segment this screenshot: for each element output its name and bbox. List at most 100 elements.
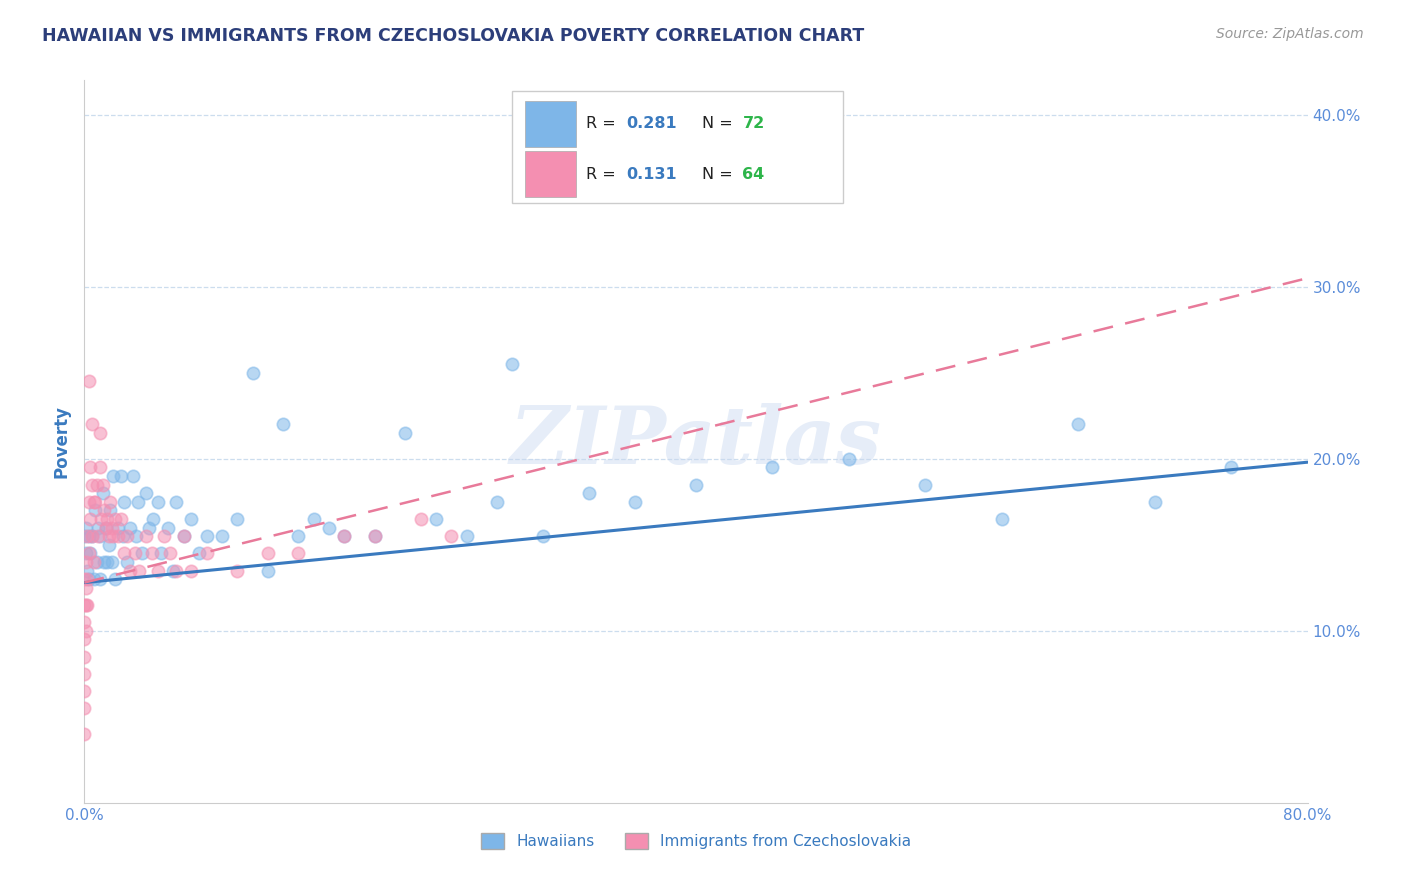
Point xyxy=(364,529,387,543)
Text: Source: ZipAtlas.com: Source: ZipAtlas.com xyxy=(1216,27,1364,41)
Point xyxy=(195,546,218,560)
Point xyxy=(173,529,195,543)
Point xyxy=(97,529,120,543)
Point xyxy=(195,529,218,543)
Point xyxy=(77,529,100,543)
Point xyxy=(624,494,647,508)
Point xyxy=(91,486,114,500)
Point xyxy=(73,684,96,698)
Point xyxy=(135,529,157,543)
Point xyxy=(153,529,176,543)
Point xyxy=(80,417,103,432)
Point xyxy=(77,375,100,389)
Point xyxy=(77,546,100,560)
Text: 0.131: 0.131 xyxy=(626,167,676,182)
Text: ZIPatlas: ZIPatlas xyxy=(510,403,882,480)
Point xyxy=(394,425,416,440)
Point xyxy=(333,529,356,543)
Point xyxy=(110,512,132,526)
Point xyxy=(226,512,249,526)
Point xyxy=(80,477,103,491)
Text: 0.281: 0.281 xyxy=(626,116,676,131)
Point xyxy=(91,477,114,491)
Point xyxy=(654,177,676,191)
Point xyxy=(425,512,447,526)
Point xyxy=(89,529,111,543)
Point xyxy=(146,564,169,578)
Text: HAWAIIAN VS IMMIGRANTS FROM CZECHOSLOVAKIA POVERTY CORRELATION CHART: HAWAIIAN VS IMMIGRANTS FROM CZECHOSLOVAK… xyxy=(42,27,865,45)
Point xyxy=(96,512,118,526)
Point xyxy=(112,546,135,560)
Point xyxy=(226,564,249,578)
Point xyxy=(685,477,707,491)
Text: 64: 64 xyxy=(742,167,765,182)
Point xyxy=(128,564,150,578)
Point xyxy=(75,555,97,569)
Point xyxy=(124,546,146,560)
Point xyxy=(97,538,120,552)
Point xyxy=(107,520,129,534)
Point xyxy=(991,512,1014,526)
Point xyxy=(73,701,96,715)
Point xyxy=(135,486,157,500)
Point xyxy=(761,460,783,475)
Point xyxy=(75,598,97,612)
Point xyxy=(76,572,98,586)
Point xyxy=(486,494,509,508)
Point xyxy=(502,357,524,371)
Point xyxy=(77,572,100,586)
Point xyxy=(838,451,860,466)
Point xyxy=(86,555,108,569)
Point xyxy=(112,494,135,508)
Point xyxy=(271,417,294,432)
Point xyxy=(180,512,202,526)
Point xyxy=(83,572,105,586)
Point xyxy=(115,529,138,543)
Point xyxy=(73,666,96,681)
Point xyxy=(159,546,181,560)
Point xyxy=(73,572,96,586)
FancyBboxPatch shape xyxy=(524,151,576,197)
Point xyxy=(142,512,165,526)
Point xyxy=(73,598,96,612)
Point xyxy=(89,425,111,440)
Point xyxy=(914,477,936,491)
Point xyxy=(79,512,101,526)
Point xyxy=(80,529,103,543)
Point xyxy=(180,564,202,578)
Point xyxy=(409,512,432,526)
Point xyxy=(75,624,97,638)
Point xyxy=(157,520,180,534)
Point xyxy=(141,546,163,560)
Point xyxy=(107,529,129,543)
Y-axis label: Poverty: Poverty xyxy=(52,405,70,478)
Point xyxy=(87,520,110,534)
Point xyxy=(73,632,96,647)
Point xyxy=(96,555,118,569)
Point xyxy=(287,546,309,560)
Point xyxy=(1220,460,1243,475)
Point xyxy=(146,494,169,508)
Point xyxy=(440,529,463,543)
Point xyxy=(1143,494,1166,508)
Point xyxy=(84,494,107,508)
Point xyxy=(302,512,325,526)
Point xyxy=(104,512,127,526)
Point xyxy=(101,555,124,569)
Text: 72: 72 xyxy=(742,116,765,131)
Point xyxy=(110,469,132,483)
Text: N =: N = xyxy=(702,167,738,182)
Point xyxy=(104,572,127,586)
Point xyxy=(115,555,138,569)
Point xyxy=(75,581,97,595)
Point xyxy=(242,366,264,380)
Point xyxy=(149,546,172,560)
Point xyxy=(173,529,195,543)
Point xyxy=(456,529,478,543)
Point xyxy=(98,494,121,508)
Point xyxy=(578,486,600,500)
Point xyxy=(76,598,98,612)
Point xyxy=(101,520,124,534)
Text: R =: R = xyxy=(586,116,621,131)
Point xyxy=(87,529,110,543)
